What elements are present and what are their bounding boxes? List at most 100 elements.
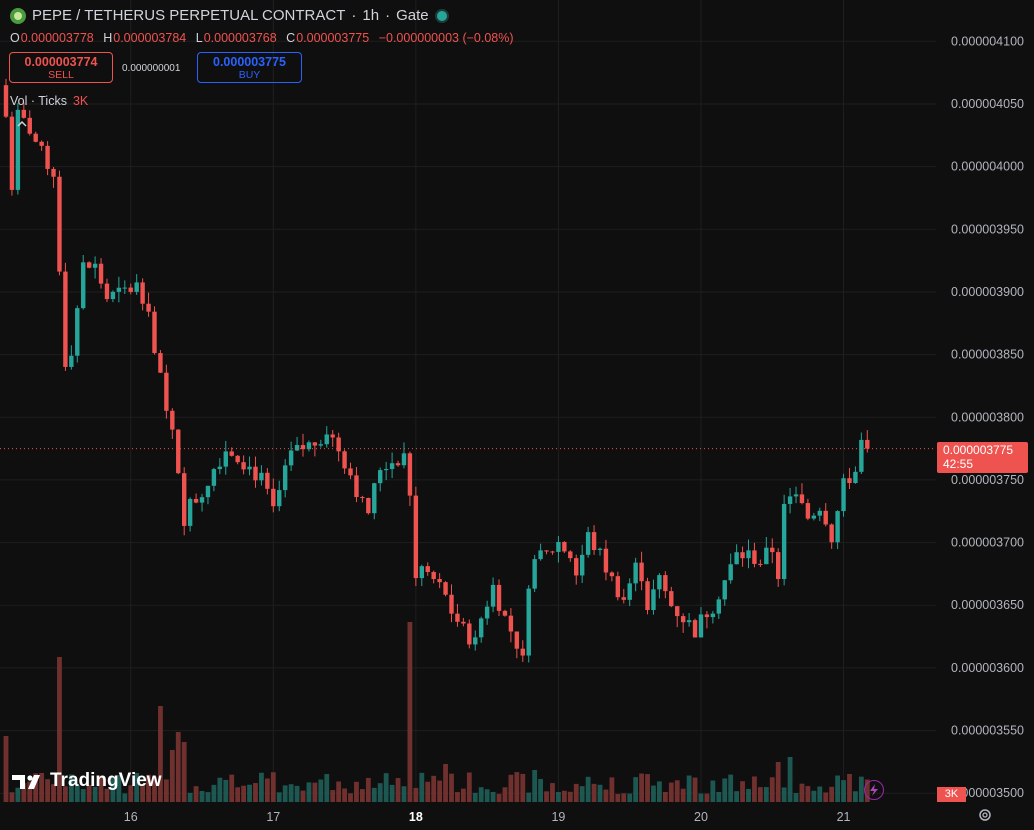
candle-body	[443, 582, 448, 595]
candle-body	[27, 117, 32, 134]
volume-bar	[377, 783, 383, 802]
candle-body	[170, 410, 175, 430]
volume-bar	[781, 787, 787, 802]
volume-bar	[169, 750, 175, 802]
candle-body	[69, 355, 74, 367]
interval-label[interactable]: 1h	[362, 7, 380, 24]
candle-body	[247, 466, 252, 470]
candle-body	[603, 548, 609, 573]
volume-bar	[591, 783, 597, 802]
volume-bar	[27, 781, 33, 802]
candle-body	[253, 466, 258, 481]
candle-body	[134, 282, 139, 292]
candle-body	[823, 510, 828, 525]
flash-icon[interactable]	[864, 780, 884, 800]
volume-bar	[573, 783, 579, 802]
symbol-title[interactable]: PEPE / TETHERUS PERPETUAL CONTRACT	[32, 7, 346, 24]
candle-body	[710, 613, 716, 618]
sell-button[interactable]: 0.000003774 SELL	[9, 52, 113, 83]
candle-body	[716, 599, 721, 614]
candle-body	[645, 581, 650, 611]
candle-body	[182, 473, 187, 526]
candle-body	[508, 615, 514, 632]
volume-bar	[365, 777, 371, 802]
buy-button[interactable]: 0.000003775 BUY	[197, 52, 302, 83]
volume-legend[interactable]: Vol · Ticks 3K	[10, 94, 88, 108]
candle-body	[568, 551, 573, 559]
volume-bar	[407, 622, 413, 802]
candle-body	[692, 620, 698, 638]
volume-bar	[710, 780, 716, 802]
candle-body	[431, 572, 436, 580]
candle-body	[378, 470, 383, 484]
candle-body	[633, 562, 638, 584]
candle-body	[75, 308, 80, 356]
candle-body	[686, 620, 692, 623]
volume-bar	[609, 777, 615, 802]
volume-bar	[460, 788, 466, 802]
y-tick-label: 0.000003500	[951, 786, 1024, 800]
collapse-legend-icon[interactable]	[17, 119, 27, 129]
candle-body	[484, 606, 490, 619]
candle-body	[544, 550, 549, 552]
spread-value: 0.000000001	[122, 63, 181, 74]
candle-body	[615, 576, 621, 598]
volume-bar	[330, 790, 336, 802]
volume-bar	[716, 791, 722, 802]
volume-bar	[567, 791, 573, 802]
y-tick-label: 0.000003700	[951, 536, 1024, 550]
volume-bar	[633, 777, 639, 802]
volume-bar	[787, 757, 793, 802]
volume-bar	[680, 788, 686, 802]
y-tick-label: 0.000003850	[951, 348, 1024, 362]
candle-body	[787, 496, 793, 504]
volume-bar	[811, 790, 817, 802]
volume-bar	[104, 788, 110, 802]
volume-bar	[158, 706, 163, 802]
candle-body	[847, 478, 852, 483]
volume-bar	[752, 776, 757, 802]
close-value: 0.000003775	[296, 31, 370, 45]
exchange-label: Gate	[396, 7, 429, 24]
volume-bar	[817, 786, 823, 802]
volume-bar	[175, 732, 181, 802]
candle-body	[752, 550, 757, 564]
volume-bar	[3, 736, 9, 802]
volume-bar	[615, 793, 621, 802]
candle-body	[294, 445, 300, 451]
sell-price: 0.000003774	[24, 55, 98, 69]
volume-bar	[841, 780, 846, 802]
chart-header[interactable]: PEPE / TETHERUS PERPETUAL CONTRACT · 1h …	[10, 7, 449, 24]
volume-bar	[740, 781, 745, 802]
y-tick-label: 0.000003900	[951, 285, 1024, 299]
candle-body	[300, 445, 306, 450]
candle-body	[413, 495, 419, 579]
volume-bar	[835, 775, 840, 802]
y-tick-label: 0.000003800	[951, 410, 1024, 424]
candle-body	[597, 548, 603, 551]
candle-body	[158, 353, 163, 373]
candle-body	[455, 613, 460, 622]
high-value: 0.000003784	[113, 31, 187, 45]
candle-body	[229, 451, 234, 456]
candle-body	[538, 550, 543, 560]
candle-body	[389, 463, 395, 469]
candle-body	[140, 282, 145, 304]
volume-bar	[205, 792, 211, 802]
volume-bar	[757, 787, 763, 802]
x-tick-label: 20	[694, 810, 708, 824]
volume-bar	[466, 772, 472, 802]
volume-bar	[163, 779, 169, 802]
y-tick-label: 0.000003600	[951, 661, 1024, 675]
settings-icon[interactable]	[978, 808, 992, 822]
volume-bar	[68, 774, 74, 802]
volume-bar	[805, 786, 811, 802]
volume-bar	[259, 772, 264, 802]
candle-body	[627, 583, 632, 600]
candle-body	[33, 133, 38, 142]
change-value: −0.000000003 (−0.08%)	[378, 31, 514, 45]
candle-body	[282, 465, 288, 491]
volume-bar	[686, 775, 692, 802]
volume-bar	[627, 793, 633, 802]
